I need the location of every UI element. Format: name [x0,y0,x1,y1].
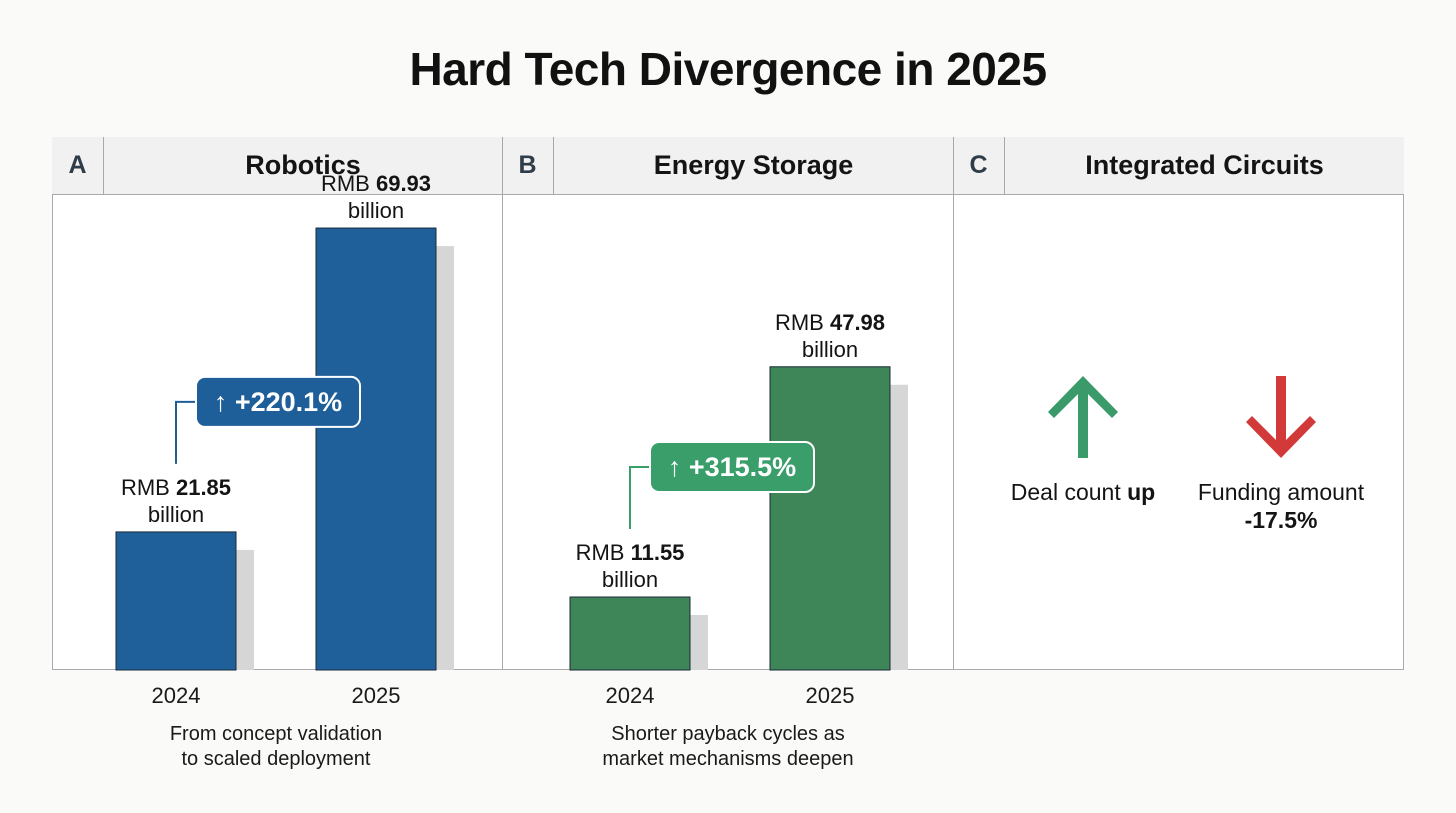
panel-letter: B [502,137,554,194]
x-tick-label: 2025 [806,683,855,708]
value-label: RMB 47.98 [775,310,885,335]
panel-divider [953,137,954,670]
x-tick-label: 2024 [152,683,201,708]
deal-count-emphasis: up [1127,479,1156,505]
panel-robotics: A Robotics [52,137,502,670]
value-unit: billion [148,502,204,527]
caption-line: From concept validation [169,723,383,745]
panel-header: A Robotics [52,137,502,195]
value-prefix: RMB [121,475,176,500]
badge-connector [629,466,650,530]
deal-count-text: Deal count [1010,479,1128,505]
panel-header: B Energy Storage [502,137,953,195]
caption-line: market mechanisms deepen [602,748,854,770]
value-prefix: RMB [576,540,631,565]
growth-badge [649,441,815,494]
caption-line: to scaled deployment [181,748,371,770]
value-label: RMB 11.55 [576,540,685,565]
value-label: RMB 69.93 [321,171,431,196]
value-prefix: RMB [321,171,376,196]
panel-header: C Integrated Circuits [953,137,1404,195]
funding-amount-emphasis: -17.5% [1244,507,1318,533]
value-number: 69.93 [376,171,431,196]
panel-integrated-circuits: C Integrated Circuits [953,137,1404,670]
x-tick-label: 2025 [352,683,401,708]
panel-title: Integrated Circuits [1085,150,1324,180]
funding-amount-text: Funding amount [1197,479,1365,505]
energy-storage-caption: Shorter payback cycles as market mechani… [528,722,928,772]
value-number: 11.55 [631,540,685,565]
caption-line: Shorter payback cycles as [611,723,845,745]
value-number: 47.98 [830,310,885,335]
panel-letter: C [953,137,1005,194]
growth-badge [195,375,361,428]
panel-energy-storage: B Energy Storage [502,137,953,670]
value-number: 21.85 [176,475,231,500]
panel-title: Robotics [245,150,361,180]
bar-2024 [569,596,691,671]
bar-2025 [315,227,437,671]
growth-label: ↑ +315.5% [668,452,796,482]
value-unit: billion [602,567,658,592]
panel-letter: A [52,137,104,194]
deal-count-label: Deal count up [990,478,1176,506]
funding-amount-label: Funding amount -17.5% [1176,478,1386,534]
badge-connector [175,400,196,464]
growth-label: ↑ +220.1% [214,387,342,417]
panel-title: Energy Storage [653,150,854,180]
page-title: Hard Tech Divergence in 2025 [409,43,1047,95]
value-unit: billion [802,337,858,362]
value-label: RMB 21.85 [121,475,231,500]
robotics-caption: From concept validation to scaled deploy… [76,722,476,772]
arrow-up-icon [1048,376,1118,458]
arrow-down-icon [1246,376,1316,458]
bar-2024 [115,531,237,671]
panel-divider [502,137,503,670]
value-prefix: RMB [775,310,830,335]
bar-2025 [769,366,891,671]
value-unit: billion [348,198,404,223]
x-tick-label: 2024 [606,683,655,708]
